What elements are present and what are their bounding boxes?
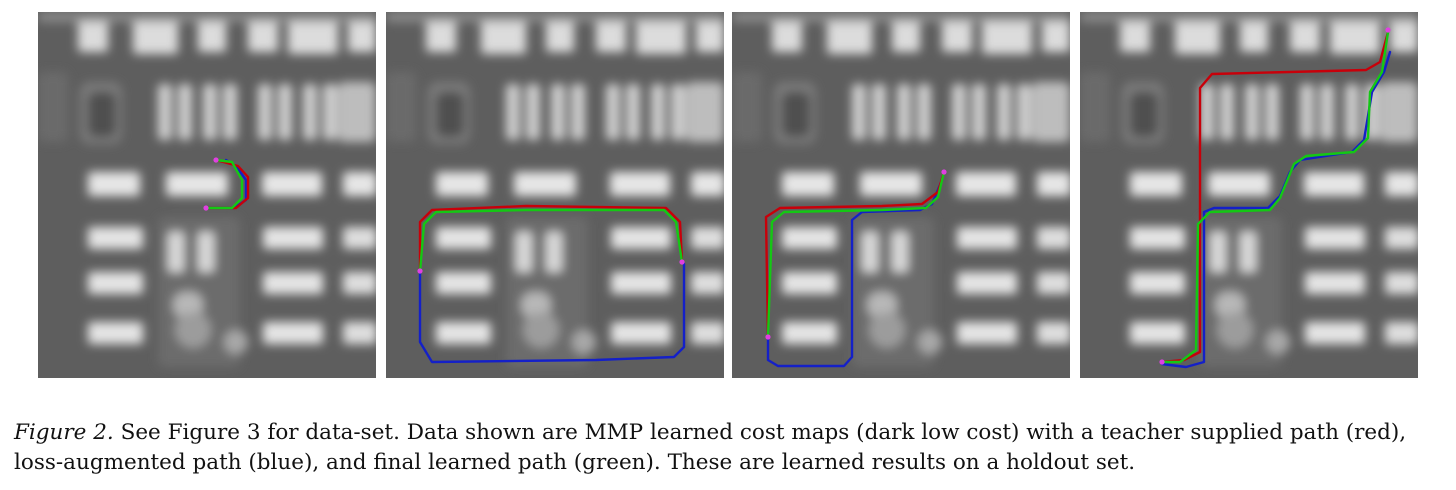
cost-map-image-2 [386, 12, 724, 378]
texture [386, 12, 724, 367]
cost-map-panel-4 [1080, 12, 1418, 378]
path-start-marker [203, 205, 209, 211]
learned-path [1160, 30, 1390, 364]
texture [38, 12, 376, 367]
caption-label: Figure 2. [14, 420, 114, 445]
cost-map-image-4 [1080, 12, 1418, 378]
teacher-path [1160, 30, 1390, 364]
path-start-marker [765, 334, 771, 340]
cost-map-image-3 [732, 12, 1070, 378]
cost-map-image-1 [38, 12, 376, 378]
figure-caption: Figure 2. See Figure 3 for data-set. Dat… [14, 418, 1444, 478]
loss-augmented-path [418, 262, 686, 364]
path-end-marker [1385, 27, 1391, 33]
learned-path [766, 170, 946, 339]
cost-map-panel-3 [732, 12, 1070, 378]
teacher-path [418, 204, 684, 272]
learned-path [204, 158, 244, 210]
texture [732, 12, 1070, 367]
path-start-marker [417, 268, 423, 274]
caption-text: See Figure 3 for data-set. Data shown ar… [14, 420, 1407, 475]
path-end-marker [941, 169, 947, 175]
learned-path [418, 208, 684, 274]
path-end-marker [679, 259, 685, 265]
texture [1080, 12, 1418, 367]
path-end-marker [213, 157, 219, 163]
cost-map-panel-1 [38, 12, 376, 378]
path-start-marker [1159, 359, 1165, 365]
cost-map-panel-2 [386, 12, 724, 378]
